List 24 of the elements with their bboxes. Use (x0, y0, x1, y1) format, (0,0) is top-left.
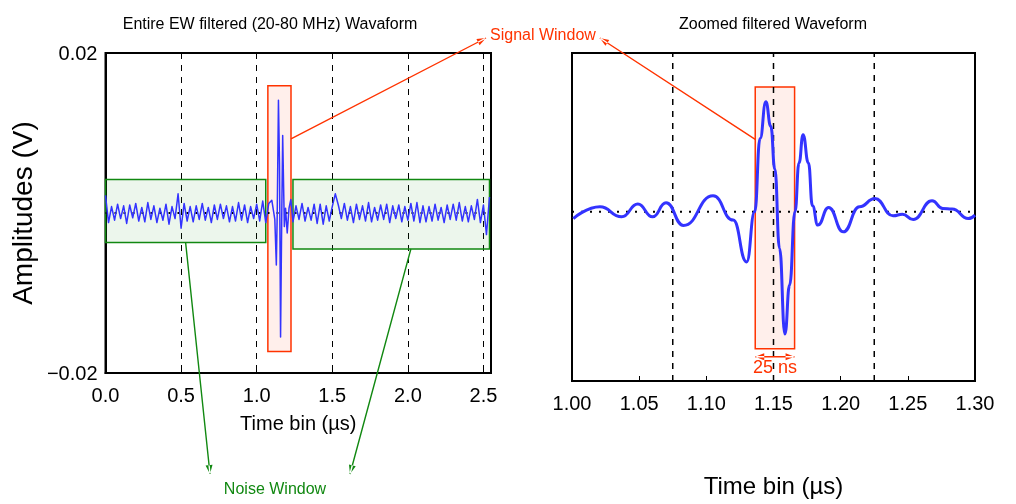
x-tick-label: 1.5 (318, 384, 347, 406)
y-tick-label: 0.02 (58, 42, 98, 64)
x-tick-label: 1.20 (821, 392, 861, 414)
y-tick-label: −0.02 (46, 362, 98, 384)
x-tick-label: 1.10 (686, 392, 726, 414)
x-tick-label: 1.25 (888, 392, 928, 414)
x-tick-label: 2.0 (393, 384, 422, 406)
x-tick-label: 1.30 (955, 392, 995, 414)
x-axis-title: Time bin (µs) (703, 471, 844, 499)
x-tick-label: 1.15 (754, 392, 793, 414)
text: Signal Window (490, 26, 596, 45)
chart-title: Zoomed filtered Waveform (679, 14, 867, 32)
x-tick-label: 1.0 (242, 384, 271, 406)
y-axis-title: Amplitudes (V) (6, 121, 38, 305)
x-tick-label: 1.05 (619, 392, 659, 414)
x-tick-label: 0.0 (91, 384, 120, 406)
x-tick-label: 2.5 (469, 384, 498, 406)
line-series (104, 99, 491, 338)
text: 25 ns (752, 356, 797, 378)
chart-title: Entire EW filtered (20-80 MHz) Wavaform (122, 14, 418, 32)
x-tick-label: 1.00 (552, 392, 592, 414)
x-tick-label: 0.5 (167, 384, 195, 406)
x-axis-title: Time bin (µs) (240, 412, 357, 434)
text: Noise Window (223, 480, 327, 499)
